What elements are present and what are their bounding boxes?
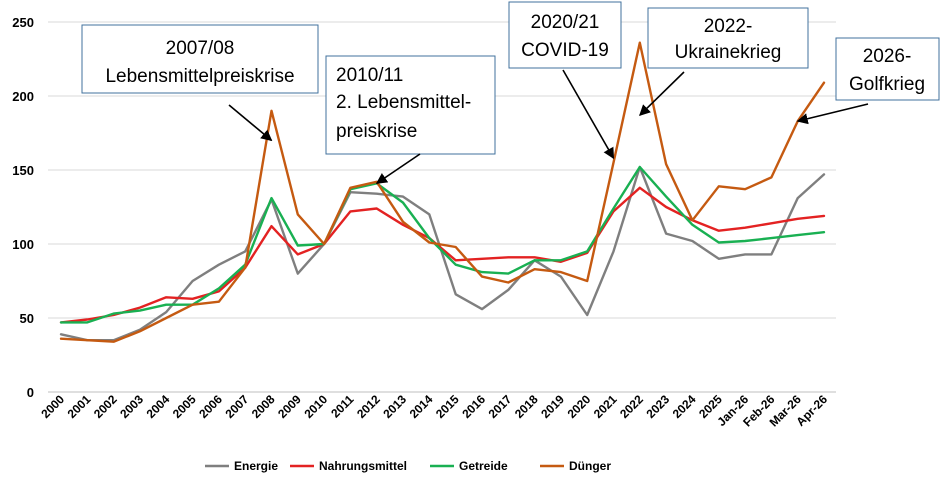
x-tick-label: 2011 [328, 392, 357, 421]
legend-label: Energie [234, 459, 278, 473]
legend-item-getreide: Getreide [430, 459, 508, 473]
x-tick-label: 2013 [380, 392, 409, 421]
annotation-text: Ukrainekrieg [675, 42, 782, 63]
annotation-arrow [228, 104, 273, 142]
x-tick-label: 2004 [144, 392, 173, 421]
legend-item-nahrungsmittel: Nahrungsmittel [290, 459, 407, 473]
x-tick-label: 2022 [617, 392, 646, 421]
y-tick-label: 50 [20, 311, 34, 326]
annotation-2011: 2010/11 2. Lebensmittel-preiskrise [325, 55, 496, 184]
annotations: 2007/08 Lebensmittelpreiskrise 2010/11 2. L… [81, 1, 940, 184]
y-tick-label: 200 [12, 89, 34, 104]
x-tick-label: 2021 [591, 392, 620, 421]
annotation-box [325, 55, 496, 155]
x-tick-label: 2007 [223, 392, 252, 421]
x-tick-label: 2001 [65, 392, 94, 421]
y-tick-label: 250 [12, 15, 34, 30]
x-tick-label: 2016 [459, 392, 488, 421]
annotation-box [647, 7, 809, 69]
x-tick-label: 2018 [512, 392, 541, 421]
legend-label: Getreide [459, 459, 508, 473]
x-tick-label: 2002 [91, 392, 120, 421]
y-tick-label: 0 [27, 385, 34, 400]
annotation-text: 2. Lebensmittel- [336, 92, 471, 113]
x-tick-label: 2024 [670, 392, 699, 421]
annotation-box [508, 1, 622, 69]
legend-label: Dünger [569, 459, 611, 473]
series-lines [59, 41, 826, 343]
x-tick-label: 2019 [538, 392, 567, 421]
annotation-arrow [562, 69, 615, 160]
annotation-text: 2010/11 [336, 65, 403, 86]
x-tick-label: 2003 [117, 392, 146, 421]
x-tick-label: 2000 [38, 392, 67, 421]
x-tick-label: 2012 [354, 392, 383, 421]
x-tick-label: 2010 [301, 392, 330, 421]
x-tick-label: 2009 [275, 392, 304, 421]
annotation-text: 2022- [704, 16, 753, 37]
series-line-nahrungsmittel [59, 186, 826, 324]
x-axis-tick-labels: 2000200120022003200420052006200720082009… [38, 392, 830, 429]
y-tick-label: 150 [12, 163, 34, 178]
y-axis-tick-labels: 0 50 100 150 200 250 [12, 15, 34, 400]
x-tick-label: 2017 [486, 392, 515, 421]
x-tick-label: 2020 [565, 392, 594, 421]
annotation-text: 2026- [863, 46, 912, 67]
annotation-2008: 2007/08 Lebensmittelpreiskrise [81, 24, 319, 142]
annotation-box [81, 24, 319, 94]
series-line-getreide [59, 165, 826, 324]
annotation-text: 2020/21 [531, 12, 600, 33]
series-line-dünger [59, 41, 826, 343]
annotation-text: 2007/08 [166, 38, 235, 59]
annotation-text: Golfkrieg [849, 74, 925, 95]
annotation-2021: 2020/21 COVID-19 [508, 1, 622, 160]
series-line-energie [59, 165, 826, 342]
legend-item-dünger: Dünger [540, 459, 611, 473]
legend: Energie Nahrungsmittel Getreide Dünger [205, 459, 611, 473]
annotation-box [835, 37, 940, 101]
x-tick-label: 2006 [196, 392, 225, 421]
legend-item-energie: Energie [205, 459, 278, 473]
annotation-2022: 2022- Ukrainekrieg [639, 7, 809, 117]
legend-label: Nahrungsmittel [319, 459, 407, 473]
annotation-arrow [639, 71, 685, 117]
annotation-text: preiskrise [336, 121, 417, 142]
x-tick-label: 2008 [249, 392, 278, 421]
x-tick-label: 2014 [407, 392, 436, 421]
x-tick-label: 2023 [643, 392, 672, 421]
annotation-text: Lebensmittelpreiskrise [105, 66, 294, 87]
annotation-arrow [375, 153, 421, 184]
x-tick-label: 2005 [170, 392, 199, 421]
annotation-2026: 2026- Golfkrieg [796, 37, 940, 125]
annotation-text: COVID-19 [521, 40, 609, 61]
y-tick-label: 100 [12, 237, 34, 252]
x-tick-label: 2015 [433, 392, 462, 421]
annotation-arrow [796, 103, 869, 125]
